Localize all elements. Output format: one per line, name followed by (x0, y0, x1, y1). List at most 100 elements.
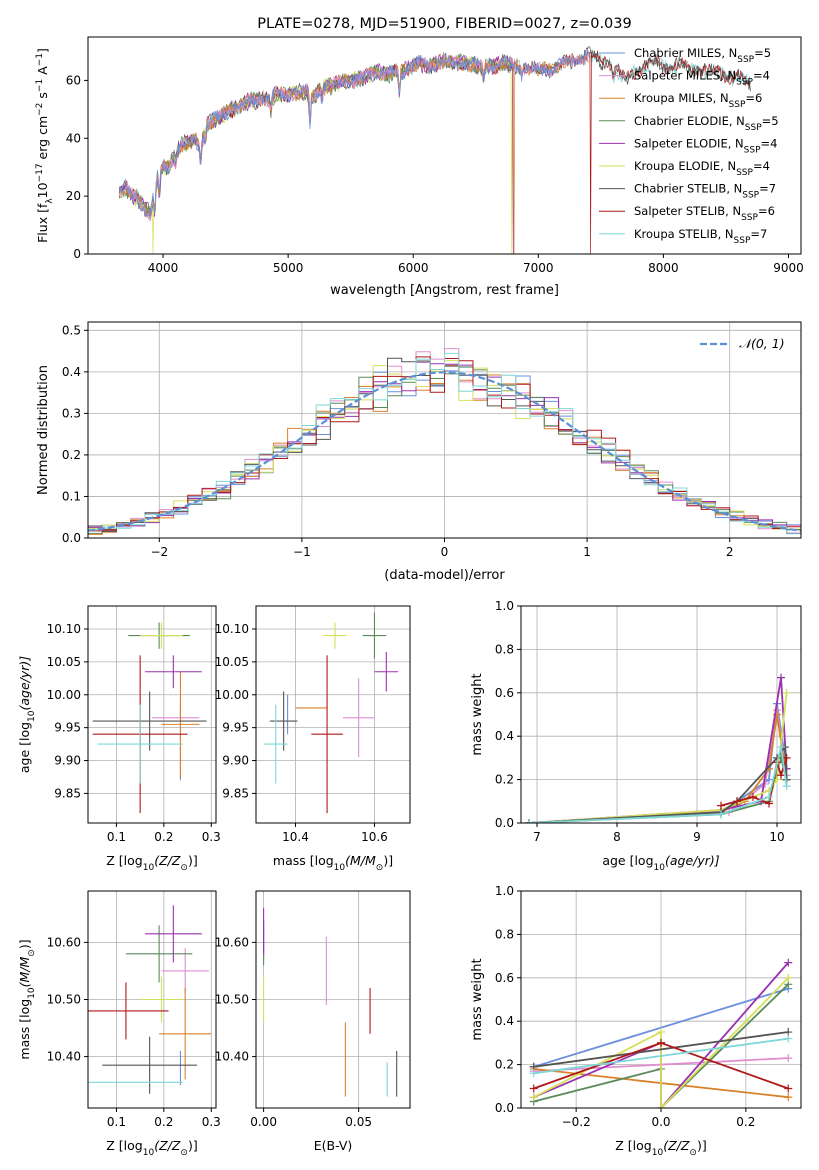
weight-line (528, 744, 788, 823)
weight-line (533, 1037, 789, 1075)
x-axis-label: Z [log10(Z/Z⊙)] (615, 1138, 706, 1158)
x-tick-label: −1 (293, 545, 311, 559)
weight-marker (717, 810, 725, 819)
spectrum-line-salpeter-elodie (118, 54, 514, 254)
y-tick-label: 10.00 (47, 688, 81, 702)
x-tick-label: 0.3 (202, 1115, 221, 1129)
x-tick-label: 10.6 (361, 830, 388, 844)
spectrum-line-chabrier-miles (119, 50, 589, 217)
errorbar-salpeter-stelib (88, 982, 169, 1040)
legend-entry: Kroupa MILES, NSSP=6 (634, 91, 762, 110)
errorbar-kroupa-miles (161, 671, 200, 777)
y-tick-label: 9.95 (54, 721, 81, 735)
axes-frame (255, 605, 411, 824)
y-axis-label: Normed distribution (36, 365, 51, 495)
weight-line (533, 1031, 789, 1068)
legend: 𝒩(0, 1) (700, 336, 785, 351)
y-tick-label: 0.6 (495, 686, 514, 700)
chart-mass_vs_Z: 0.1 0.2 0.3 10.40 10.50 10.60 Z [log10(Z/Z⊙)] m… (17, 890, 221, 1158)
plot-area-weight_vs_Z (529, 958, 793, 1108)
weight-series-kroupa-stelib (525, 743, 791, 823)
legend-entry: Chabrier STELIB, NSSP=7 (634, 182, 776, 201)
x-tick-label: 0.3 (202, 830, 221, 844)
y-tick-label: 0.6 (495, 971, 514, 985)
x-tick-label: −0.2 (562, 1115, 591, 1129)
y-tick-label: 10.50 (215, 993, 249, 1007)
x-tick-label: 0.1 (107, 1115, 126, 1129)
errorbar-chabrier-elodie (125, 925, 193, 983)
weight-marker (657, 1038, 665, 1047)
x-tick-label: 0.2 (154, 830, 173, 844)
y-tick-label: 20 (66, 189, 81, 203)
y-tick-label: 0.4 (62, 365, 81, 379)
x-tick-label: 0.1 (107, 830, 126, 844)
x-axis-label: mass [log10(M/M⊙)] (273, 853, 393, 873)
plot-area-spectrum (118, 46, 751, 254)
errorbar-chabrier-stelib (92, 691, 207, 751)
x-tick-label: 9 (693, 830, 701, 844)
errorbar-salpeter-elodie (144, 655, 202, 689)
y-tick-label: 1.0 (495, 599, 514, 613)
y-axis-label: mass weight (470, 958, 485, 1040)
weight-line (528, 746, 788, 823)
y-tick-label: 60 (66, 73, 81, 87)
y-tick-label: 0.8 (495, 642, 514, 656)
chart-spectrum: 4000 5000 6000 7000 8000 9000 0 20 40 60 PLATE=027… (35, 16, 804, 298)
axes-frame (87, 605, 217, 824)
x-axis-label: Z [log10(Z/Z⊙)] (106, 1138, 197, 1158)
weight-line (533, 987, 789, 1068)
y-tick-label: 10.10 (47, 622, 81, 636)
weight-marker (777, 771, 785, 780)
plot-area-residuals (88, 348, 801, 535)
weight-marker (784, 1093, 793, 1102)
weight-marker (749, 792, 757, 801)
plot-area-age_vs_Z (92, 622, 207, 814)
x-tick-label: 0 (441, 545, 449, 559)
legend-entry: Kroupa ELODIE, NSSP=4 (634, 159, 770, 178)
errorbar-kroupa-miles (159, 988, 212, 1080)
chart-weight_vs_Z: −0.2 0.0 0.2 0.0 0.2 0.4 0.6 0.8 1.0 Z [log10(Z/Z… (470, 884, 802, 1158)
weight-marker (784, 1054, 793, 1063)
y-tick-label: 9.95 (222, 721, 249, 735)
y-tick-label: 10.05 (215, 655, 249, 669)
y-tick-label: 10.00 (215, 688, 249, 702)
plot-area-mass_vs_ebv (263, 908, 398, 1097)
y-tick-label: 0.1 (62, 489, 81, 503)
y-tick-label: 10.40 (47, 1050, 81, 1064)
spectrum-line-salpeter-miles (118, 52, 589, 223)
y-tick-label: 0.3 (62, 406, 81, 420)
x-tick-label: 0.00 (250, 1115, 277, 1129)
weight-marker (765, 792, 773, 801)
y-tick-label: 0.2 (495, 1058, 514, 1072)
y-axis-label: age [log10(age/yr)] (17, 656, 37, 773)
chart-mass_vs_ebv: 0.00 0.05 10.40 10.50 10.60 E(B-V) (215, 890, 411, 1153)
errorbar-chabrier-elodie (362, 612, 387, 659)
y-tick-label: 10.50 (47, 993, 81, 1007)
x-axis-label: Z [log10(Z/Z⊙)] (106, 853, 197, 873)
x-tick-label: 9000 (773, 261, 804, 275)
chart-residuals: −2 −1 0 1 2 0.0 0.1 0.2 0.3 0.4 0.5 (data-model)/er… (36, 321, 802, 583)
y-tick-label: 10.05 (47, 655, 81, 669)
legend-entry: Salpeter MILES, NSSP=4 (634, 69, 770, 88)
weight-marker (529, 1093, 538, 1102)
errorbar-salpeter-miles (342, 678, 375, 758)
y-tick-label: 0.0 (495, 1101, 514, 1115)
errorbar-kroupa-stelib (263, 704, 288, 784)
y-tick-label: 0.0 (62, 531, 81, 545)
y-tick-label: 0.5 (62, 323, 81, 337)
y-tick-label: 0.0 (495, 816, 514, 830)
x-tick-label: 7 (533, 830, 541, 844)
x-tick-label: 10 (769, 830, 784, 844)
y-tick-label: 10.40 (215, 1050, 249, 1064)
x-tick-label: 2 (726, 545, 734, 559)
weight-marker (529, 1084, 538, 1093)
weight-marker (782, 688, 791, 697)
x-axis-label: age [log10(age/yr)] (602, 853, 719, 873)
legend-entry: Salpeter ELODIE, NSSP=4 (634, 136, 777, 155)
plot-area-mass_vs_Z (88, 905, 212, 1094)
weight-marker (525, 819, 533, 823)
x-tick-label: 0.2 (154, 1115, 173, 1129)
weight-marker (657, 1028, 665, 1037)
normal-curve (88, 371, 801, 532)
